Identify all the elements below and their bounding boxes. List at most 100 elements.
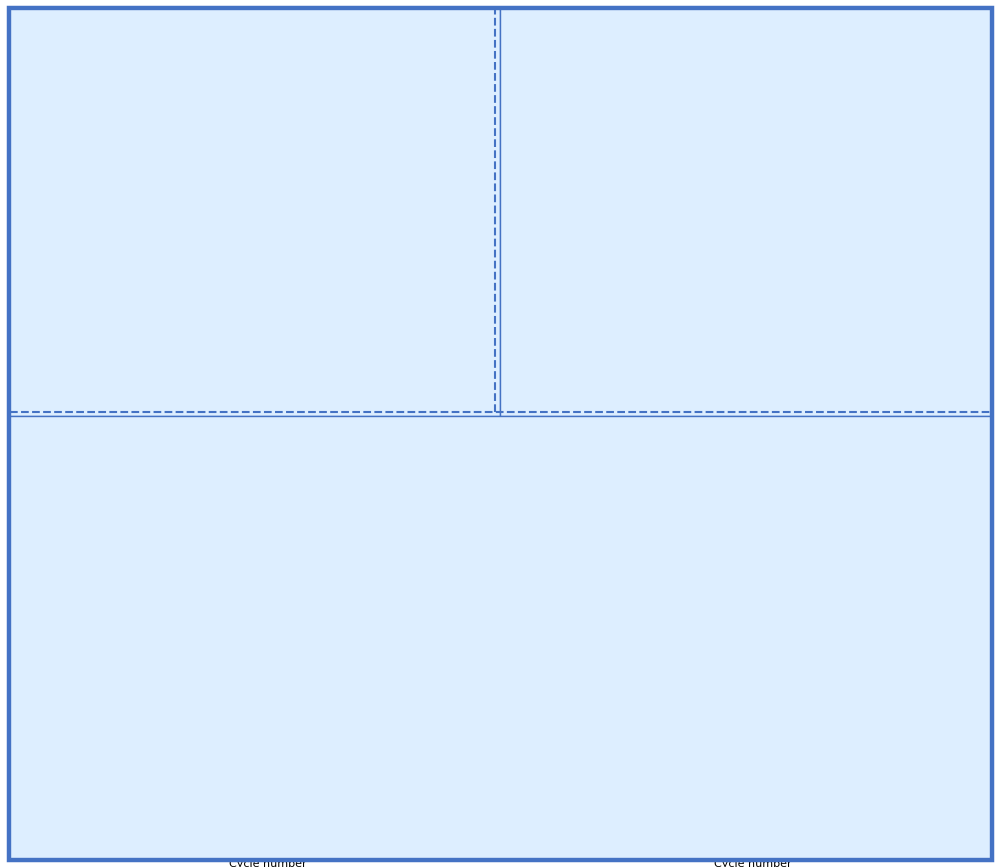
Charge [875, 733, 887, 743]
Discharge [113, 733, 125, 743]
Discharge [201, 745, 213, 755]
Discharge_Se [634, 758, 646, 768]
Circle shape [802, 480, 845, 513]
Text: 1 C: 1 C [94, 708, 110, 718]
Bar [909, 375, 934, 393]
Charge [245, 752, 257, 762]
Text: The importance of MOF particles and
pores for serving as the sulfur host: The importance of MOF particles and pore… [116, 25, 394, 53]
Bar [878, 349, 902, 368]
Text: ZIF/MnO₂ composite hosts as a selenium host: ZIF/MnO₂ composite hosts as a selenium h… [322, 424, 678, 438]
Charge [782, 720, 794, 731]
Polygon shape [75, 464, 170, 509]
Charge_Se [589, 693, 601, 703]
Charge [278, 757, 290, 767]
Charge [421, 746, 433, 756]
Charge [322, 772, 334, 782]
Text: S@S-ZIF-8@CNTs: S@S-ZIF-8@CNTs [828, 111, 918, 121]
Bar [695, 370, 719, 388]
Discharge [168, 742, 180, 753]
Discharge [560, 687, 572, 697]
Circle shape [866, 505, 900, 532]
Text: 50 C: 50 C [322, 759, 345, 770]
Text: L-ZIF-8@CNTs: L-ZIF-8@CNTs [672, 310, 743, 321]
Text: Escape D': Escape D' [59, 351, 110, 362]
Text: Sulfur: Sulfur [775, 335, 808, 345]
Text: MOF pores: MOF pores [299, 368, 358, 377]
Charge [91, 704, 103, 714]
CEs [784, 608, 796, 618]
Line: Charge_Se: Charge_Se [566, 664, 690, 775]
Y-axis label: Specific capacity (mAh g⁻¹): Specific capacity (mAh g⁻¹) [521, 647, 531, 800]
Charge [377, 750, 389, 760]
Charge [562, 681, 574, 692]
Text: ZIF-67@Se@MnO₂: ZIF-67@Se@MnO₂ [229, 675, 331, 686]
Circle shape [885, 452, 919, 479]
Discharge [322, 770, 334, 780]
Text: 1 C: 1 C [408, 746, 424, 757]
Text: Ice bath: Ice bath [442, 477, 490, 490]
Text: a: a [20, 21, 35, 41]
Bar [738, 375, 762, 393]
Charge [399, 747, 411, 758]
CEs [877, 608, 889, 618]
Discharge [234, 750, 246, 760]
Discharge_Se [560, 729, 572, 740]
Legend: Discharge, Charge: Discharge, Charge [574, 794, 658, 827]
Text: Voltage range: Voltage range [408, 265, 480, 276]
CEs [562, 652, 574, 662]
Bar [710, 362, 735, 381]
Bar [311, 235, 348, 270]
X-axis label: Cycle number: Cycle number [714, 859, 791, 867]
Charge [201, 744, 213, 754]
Charge [80, 636, 92, 646]
Charge [899, 732, 911, 742]
Discharge [190, 744, 202, 754]
Text: ZIF-67@Se: ZIF-67@Se [596, 786, 653, 796]
Circle shape [898, 460, 985, 527]
Discharge [311, 768, 323, 779]
Charge [783, 720, 795, 730]
Discharge [91, 711, 103, 721]
Bar [267, 199, 304, 232]
Charge [366, 753, 378, 764]
Polygon shape [255, 160, 402, 188]
CEs [900, 607, 912, 617]
Discharge [289, 757, 301, 767]
Discharge [432, 749, 444, 759]
X-axis label: Cycle number: Cycle number [229, 859, 306, 867]
Discharge [124, 735, 136, 746]
Polygon shape [42, 434, 203, 585]
Discharge [146, 738, 158, 748]
CEs [934, 607, 946, 617]
Circle shape [789, 506, 873, 571]
Charge [135, 735, 147, 746]
Discharge [80, 688, 92, 699]
Charge [146, 736, 158, 746]
Circle shape [805, 513, 895, 584]
Circle shape [843, 432, 890, 468]
Charge [560, 663, 572, 674]
Discharge [388, 753, 400, 764]
Circle shape [948, 400, 1000, 458]
Discharge [919, 741, 931, 752]
Text: ZIF-67@Se@MnO₂: ZIF-67@Se@MnO₂ [560, 582, 684, 595]
Discharge [223, 749, 235, 759]
Text: L-ZIF-8: L-ZIF-8 [606, 343, 644, 353]
Charge [168, 740, 180, 751]
Text: 2 C: 2 C [743, 767, 762, 777]
Discharge [135, 737, 147, 747]
Charge [934, 733, 946, 744]
Text: Electrolyte: Electrolyte [425, 237, 480, 247]
Charge [267, 756, 279, 766]
Text: CNT sponge: CNT sponge [505, 310, 568, 321]
Discharge [366, 759, 378, 769]
Line: Charge: Charge [84, 638, 462, 783]
Discharge [300, 758, 312, 768]
Circle shape [798, 476, 861, 525]
Charge_Se [678, 763, 690, 773]
Charge [223, 749, 235, 759]
Discharge [399, 752, 411, 762]
Charge_Se [674, 759, 686, 770]
Charge [344, 775, 356, 786]
Bar [890, 387, 914, 405]
